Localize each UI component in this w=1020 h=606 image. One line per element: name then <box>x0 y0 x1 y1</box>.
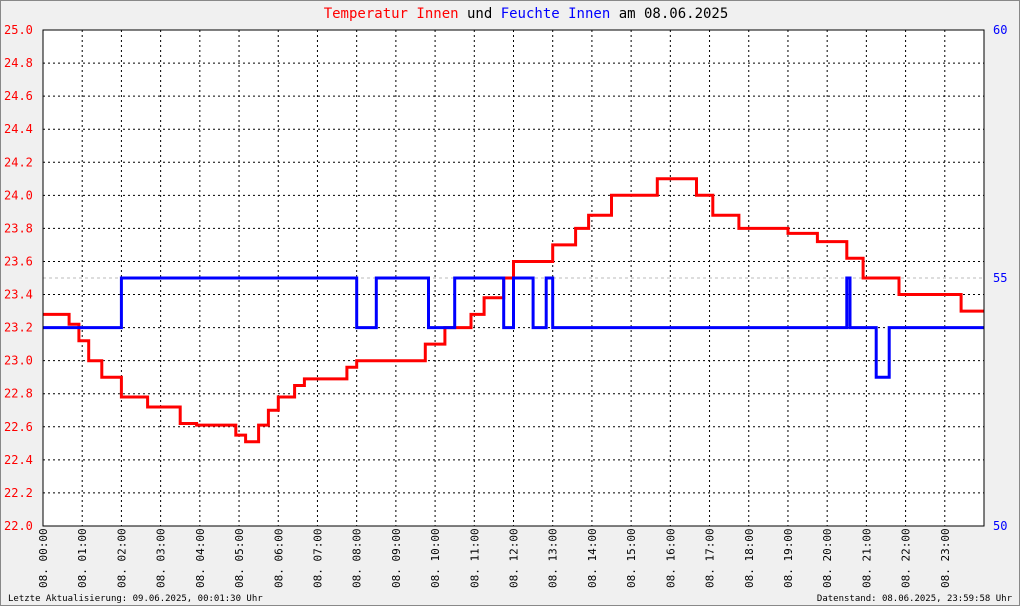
x-tick-label: 08. 16:00 <box>664 528 677 588</box>
x-tick-label: 08. 14:00 <box>586 528 599 588</box>
y-left-tick-label: 22.8 <box>4 387 33 401</box>
x-tick-label: 08. 11:00 <box>468 528 481 588</box>
y-left-tick-label: 22.6 <box>4 420 33 434</box>
y-right-tick-label: 50 <box>993 519 1007 533</box>
y-axis-right: 50 55 60 <box>993 23 1007 533</box>
x-tick-label: 08. 19:00 <box>782 528 795 588</box>
y-left-tick-label: 23.6 <box>4 254 33 268</box>
chart-title: Temperatur Innen und Feuchte Innen am 08… <box>324 6 729 22</box>
x-tick-label: 08. 08:00 <box>351 528 364 588</box>
y-right-tick-label: 55 <box>993 271 1007 285</box>
y-left-tick-label: 22.0 <box>4 519 33 533</box>
y-left-tick-label: 23.0 <box>4 354 33 368</box>
y-left-tick-label: 23.2 <box>4 321 33 335</box>
x-tick-label: 08. 23:00 <box>939 528 952 588</box>
series-humidity-line <box>43 276 984 379</box>
y-axis-left: 22.0 22.2 22.4 22.6 22.8 23.0 23.2 23.4 23.6 23.8… <box>4 23 33 533</box>
x-tick-label: 08. 02:00 <box>115 528 128 588</box>
x-tick-label: 08. 09:00 <box>390 528 403 588</box>
footer-right: Datenstand: 08.06.2025, 23:59:58 Uhr <box>817 594 1013 604</box>
plot-frame <box>42 29 985 527</box>
y-left-tick-label: 24.2 <box>4 155 33 169</box>
x-tick-label: 08. 00:00 <box>37 528 50 588</box>
x-tick-label: 08. 15:00 <box>625 528 638 588</box>
x-tick-label: 08. 20:00 <box>821 528 834 588</box>
x-tick-label: 08. 22:00 <box>900 528 913 588</box>
y-left-tick-label: 24.0 <box>4 188 33 202</box>
x-tick-label: 08. 04:00 <box>194 528 207 588</box>
y-left-tick-label: 23.8 <box>4 221 33 235</box>
y-left-tick-label: 23.4 <box>4 288 33 302</box>
x-tick-label: 08. 12:00 <box>508 528 521 588</box>
x-tick-label: 08. 10:00 <box>429 528 442 588</box>
title-and: und <box>459 6 501 22</box>
footer-left: Letzte Aktualisierung: 09.06.2025, 00:01… <box>8 594 263 604</box>
series-temperature-line <box>43 177 984 444</box>
x-tick-label: 08. 03:00 <box>155 528 168 588</box>
x-tick-label: 08. 17:00 <box>704 528 717 588</box>
x-axis: 08. 00:00 08. 01:00 08. 02:00 08. 03:00 08. … <box>37 528 952 588</box>
title-date: am 08.06.2025 <box>610 6 728 22</box>
y-left-tick-label: 24.6 <box>4 89 33 103</box>
series-layer <box>43 177 984 444</box>
y-left-tick-label: 24.8 <box>4 56 33 70</box>
y-right-tick-label: 60 <box>993 23 1007 37</box>
x-tick-label: 08. 13:00 <box>547 528 560 588</box>
x-tick-label: 08. 05:00 <box>233 528 246 588</box>
y-left-tick-label: 22.2 <box>4 486 33 500</box>
y-left-tick-label: 22.4 <box>4 453 33 467</box>
x-tick-label: 08. 07:00 <box>312 528 325 588</box>
x-tick-label: 08. 01:00 <box>76 528 89 588</box>
title-humidity: Feuchte Innen <box>501 6 611 22</box>
title-temperature: Temperatur Innen <box>324 6 459 22</box>
x-tick-label: 08. 06:00 <box>272 528 285 588</box>
x-tick-label: 08. 18:00 <box>743 528 756 588</box>
y-left-tick-label: 25.0 <box>4 23 33 37</box>
y-left-tick-label: 24.4 <box>4 122 33 136</box>
x-tick-label: 08. 21:00 <box>860 528 873 588</box>
